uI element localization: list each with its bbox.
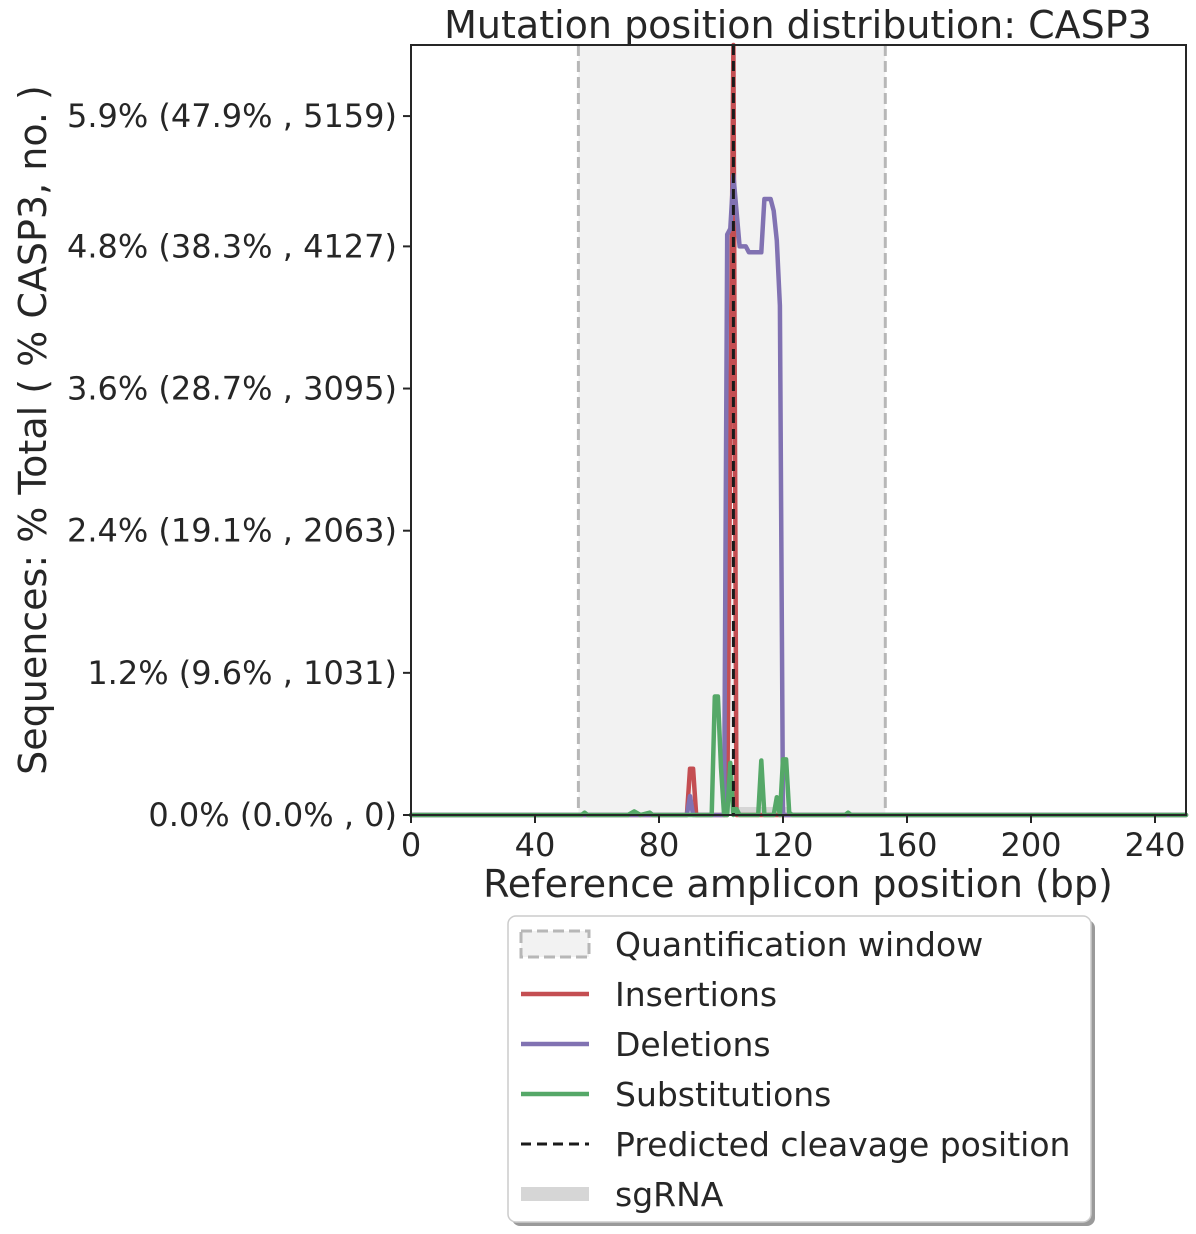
x-tick-label: 200	[1000, 826, 1061, 864]
y-tick-label: 4.8% (38.3% , 4127)	[67, 227, 397, 265]
y-tick-label: 0.0% (0.0% , 0)	[148, 796, 397, 834]
y-axis-title: Sequences: % Total ( % CASP3, no. )	[11, 85, 55, 775]
x-tick-label: 40	[515, 826, 556, 864]
x-tick-label: 80	[639, 826, 680, 864]
y-axis-ticks: 0.0% (0.0% , 0) 1.2% (9.6% , 1031) 2.4% (1…	[67, 97, 411, 834]
y-tick-label: 1.2% (9.6% , 1031)	[87, 654, 397, 692]
x-tick-label: 160	[876, 826, 937, 864]
legend-label-sg: sgRNA	[615, 1175, 724, 1214]
x-tick-label: 120	[752, 826, 813, 864]
axes-border	[410, 44, 1187, 816]
chart-title: Mutation position distribution: CASP3	[444, 3, 1152, 47]
axes-frame	[410, 44, 1187, 816]
x-axis-title: Reference amplicon position (bp)	[483, 862, 1113, 906]
x-tick-label: 240	[1124, 826, 1185, 864]
legend-label-quant: Quantification window	[615, 925, 983, 964]
legend-handle-quantification-window	[519, 929, 591, 959]
y-tick-label: 5.9% (47.9% , 5159)	[67, 97, 397, 135]
y-tick-label: 2.4% (19.1% , 2063)	[67, 512, 397, 550]
legend-label-ins: Insertions	[615, 975, 777, 1014]
x-axis-ticks: 0 40 80 120 160 200 240	[401, 815, 1186, 864]
y-tick-label: 3.6% (28.7% , 3095)	[67, 370, 397, 408]
x-tick-label: 0	[401, 826, 421, 864]
legend-box	[507, 915, 1092, 1223]
legend-label-cut: Predicted cleavage position	[615, 1125, 1070, 1164]
legend: Quantification window Insertions Deletions…	[507, 915, 1095, 1226]
legend-label-del: Deletions	[615, 1025, 771, 1064]
legend-label-sub: Substitutions	[615, 1075, 831, 1114]
